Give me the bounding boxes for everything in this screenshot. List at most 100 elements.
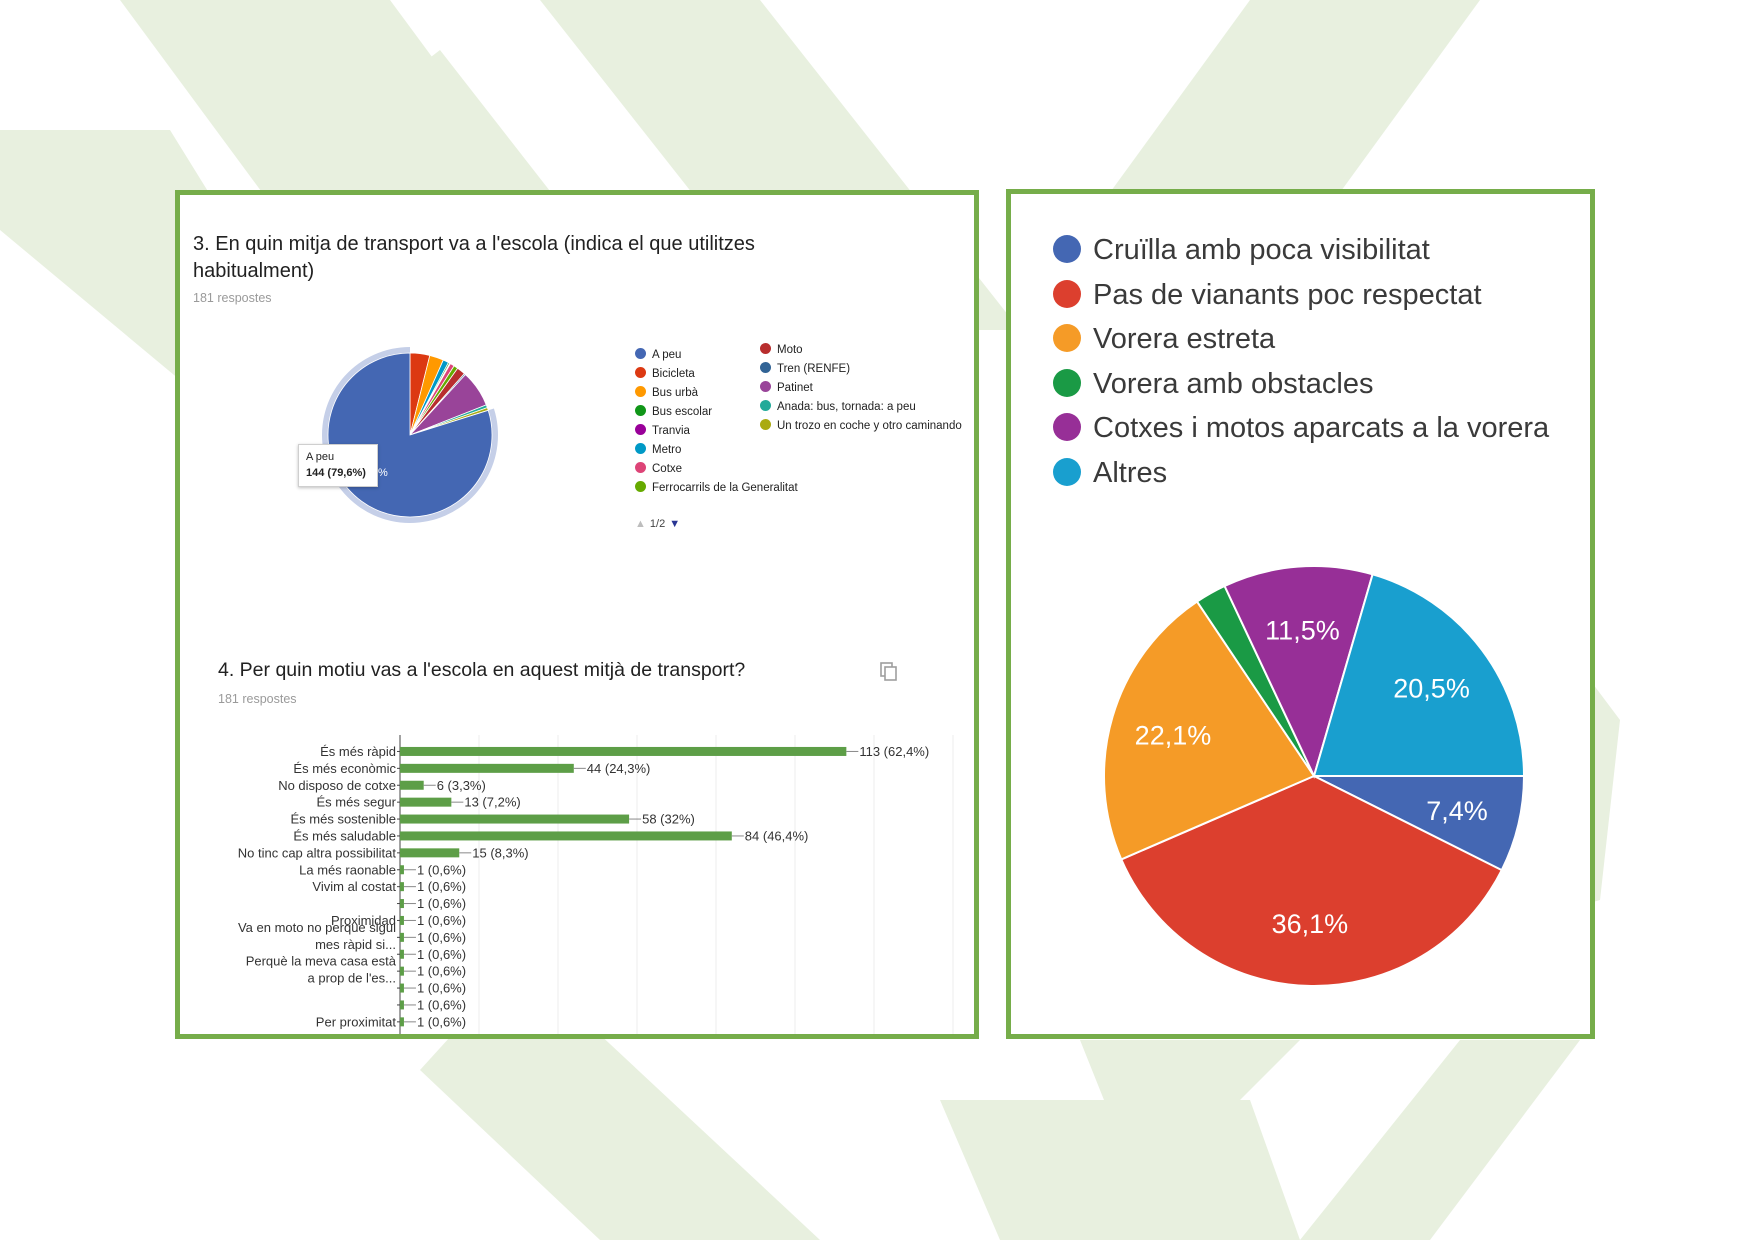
bar-6[interactable] xyxy=(400,848,460,858)
legend-item-pas-de-vianants-poc-respectat[interactable]: Pas de vianants poc respectat xyxy=(1053,279,1482,312)
legend-item-a-peu[interactable]: A peu xyxy=(635,348,681,361)
legend-item-anada-bus-tornada-a-peu[interactable]: Anada: bus, tornada: a peu xyxy=(760,400,916,413)
bar-16[interactable] xyxy=(400,1017,404,1027)
bar-5[interactable] xyxy=(400,831,732,841)
bar-9[interactable] xyxy=(400,899,404,909)
q3-pie-chart[interactable] xyxy=(290,315,530,555)
legend-item-tranvia[interactable]: Tranvia xyxy=(635,424,690,437)
bar-value-label: 113 (62,4%) xyxy=(859,744,929,759)
bar-value-label: 1 (0,6%) xyxy=(417,930,466,945)
legend-item-vorera-estreta[interactable]: Vorera estreta xyxy=(1053,323,1275,356)
bar-10[interactable] xyxy=(400,915,404,925)
bar-15[interactable] xyxy=(400,1000,404,1010)
q4-responses-count: 181 respostes xyxy=(218,692,297,706)
legend-item-bus-escolar[interactable]: Bus escolar xyxy=(635,405,712,418)
bar-0[interactable] xyxy=(400,746,847,756)
bar-category-label: És més econòmic xyxy=(293,761,396,776)
bar-category-label: No tinc cap altra possibilitat xyxy=(238,845,397,860)
legend-item-tren-renfe[interactable]: Tren (RENFE) xyxy=(760,362,850,375)
bar-8[interactable] xyxy=(400,882,404,892)
bar-11[interactable] xyxy=(400,932,404,942)
bar-value-label: 1 (0,6%) xyxy=(417,964,466,979)
legend-label: Tranvia xyxy=(652,425,690,437)
legend-dot xyxy=(760,381,771,392)
bar-14[interactable] xyxy=(400,983,404,993)
bar-category-label: Per proximitat xyxy=(316,1014,397,1029)
pager-label: 1/2 xyxy=(649,518,666,530)
legend-dot xyxy=(1053,279,1081,308)
legend-item-vorera-amb-obstacles[interactable]: Vorera amb obstacles xyxy=(1053,368,1373,401)
legend-item-patinet[interactable]: Patinet xyxy=(760,381,813,394)
legend-item-altres[interactable]: Altres xyxy=(1053,457,1167,490)
bar-17[interactable] xyxy=(400,1034,404,1039)
bar-value-label: 1 (0,6%) xyxy=(417,1031,466,1039)
bar-category-label: Proximidad xyxy=(331,913,396,928)
bar-value-label: 1 (0,6%) xyxy=(417,997,466,1012)
bar-category-label: mes ràpid si... xyxy=(315,937,396,952)
legend-item-moto[interactable]: Moto xyxy=(760,343,803,356)
bar-category-label: a prop de l'es... xyxy=(308,971,396,986)
pie-slice-cruilla-amb-poca-visibilitat[interactable] xyxy=(1313,775,1526,872)
issues-pie-chart[interactable]: 7,4% 36,1% 22,1% 11,5% 20,5% xyxy=(1071,564,1541,1004)
legend-label: Un trozo en coche y otro caminando xyxy=(777,420,962,432)
bar-category-label: No disposo de cotxe xyxy=(278,778,396,793)
legend-label: Metro xyxy=(652,444,682,456)
legend-dot xyxy=(635,367,646,378)
bar-category-label: És més ràpid xyxy=(320,744,396,759)
legend-dot xyxy=(635,424,646,435)
bar-value-label: 1 (0,6%) xyxy=(417,1014,466,1029)
bar-3[interactable] xyxy=(400,797,452,807)
pie-slice-altres[interactable] xyxy=(1312,573,1526,777)
bar-value-label: 6 (3,3%) xyxy=(437,778,486,793)
q3-title-line1: 3. En quin mitja de transport va a l'esc… xyxy=(193,233,755,255)
legend-item-bus-urba[interactable]: Bus urbà xyxy=(635,386,698,399)
legend-item-cotxe[interactable]: Cotxe xyxy=(635,462,682,475)
legend-label: Patinet xyxy=(777,382,813,394)
pie-slice-vorera-estreta[interactable] xyxy=(1103,600,1316,861)
legend-item-cotxes-i-motos-aparcats-a-la-vorera[interactable]: Cotxes i motos aparcats a la vorera xyxy=(1053,412,1549,445)
bar-7[interactable] xyxy=(400,865,404,875)
legend-label: Tren (RENFE) xyxy=(777,363,851,375)
q3-title-line2: habitualment) xyxy=(193,260,315,282)
legend-item-ferrocarrils-de-la-generalitat[interactable]: Ferrocarrils de la Generalitat xyxy=(635,481,798,494)
pie-value-label: 36,1% xyxy=(1272,909,1349,939)
legend-item-un-trozo-en-coche-y-otro-caminando[interactable]: Un trozo en coche y otro caminando xyxy=(760,419,962,432)
legend-dot xyxy=(1053,457,1081,486)
bar-category-label: La més raonable xyxy=(299,862,396,877)
legend-item-metro[interactable]: Metro xyxy=(635,443,681,456)
legend-dot xyxy=(760,400,771,411)
bar-2[interactable] xyxy=(400,780,424,790)
bar-value-label: 44 (24,3%) xyxy=(587,761,651,776)
bar-category-label: Va en moto no perque sigui xyxy=(238,920,396,935)
bar-4[interactable] xyxy=(400,814,630,824)
tooltip-label: A peu xyxy=(306,451,335,463)
pie-value-label: 20,5% xyxy=(1393,674,1470,704)
legend-dot xyxy=(760,362,771,373)
bar-value-label: 58 (32%) xyxy=(642,812,695,827)
legend-dot xyxy=(635,462,646,473)
legend-item-cruilla-amb-poca-visibilitat[interactable]: Cruïlla amb poca visibilitat xyxy=(1053,234,1430,267)
pie-slice-pas-de-vianants-poc-respectat[interactable] xyxy=(1119,774,1504,987)
copy-icon[interactable] xyxy=(880,662,898,682)
legend-pager: ▲ 1/2 ▼ xyxy=(635,518,680,530)
bar-value-label: 1 (0,6%) xyxy=(417,879,466,894)
bar-12[interactable] xyxy=(400,949,404,959)
legend-item-bicicleta[interactable]: Bicicleta xyxy=(635,367,695,380)
legend-label: Ferrocarrils de la Generalitat xyxy=(652,482,798,494)
legend-dot xyxy=(635,443,646,454)
bar-value-label: 15 (8,3%) xyxy=(472,845,528,860)
bar-13[interactable] xyxy=(400,966,404,976)
bar-1[interactable] xyxy=(400,763,574,773)
legend-dot xyxy=(1053,368,1081,397)
pager-up-icon[interactable]: ▲ xyxy=(635,518,646,530)
legend-label: Bus urbà xyxy=(652,387,699,399)
tooltip-value: 144 (79,6%) xyxy=(306,467,366,479)
legend-dot xyxy=(635,481,646,492)
pie-slice-cotxes-i-motos-aparcats-a-la-vorera[interactable] xyxy=(1223,565,1374,779)
bar-category-label: És més sostenible xyxy=(291,812,397,827)
legend-label: A peu xyxy=(652,349,682,361)
legend-label: Vorera amb obstacles xyxy=(1093,367,1374,400)
bar-category-label: Perquè la meva casa està xyxy=(246,954,397,969)
pie-partial-label: % xyxy=(378,467,388,479)
pager-down-icon[interactable]: ▼ xyxy=(669,518,681,530)
